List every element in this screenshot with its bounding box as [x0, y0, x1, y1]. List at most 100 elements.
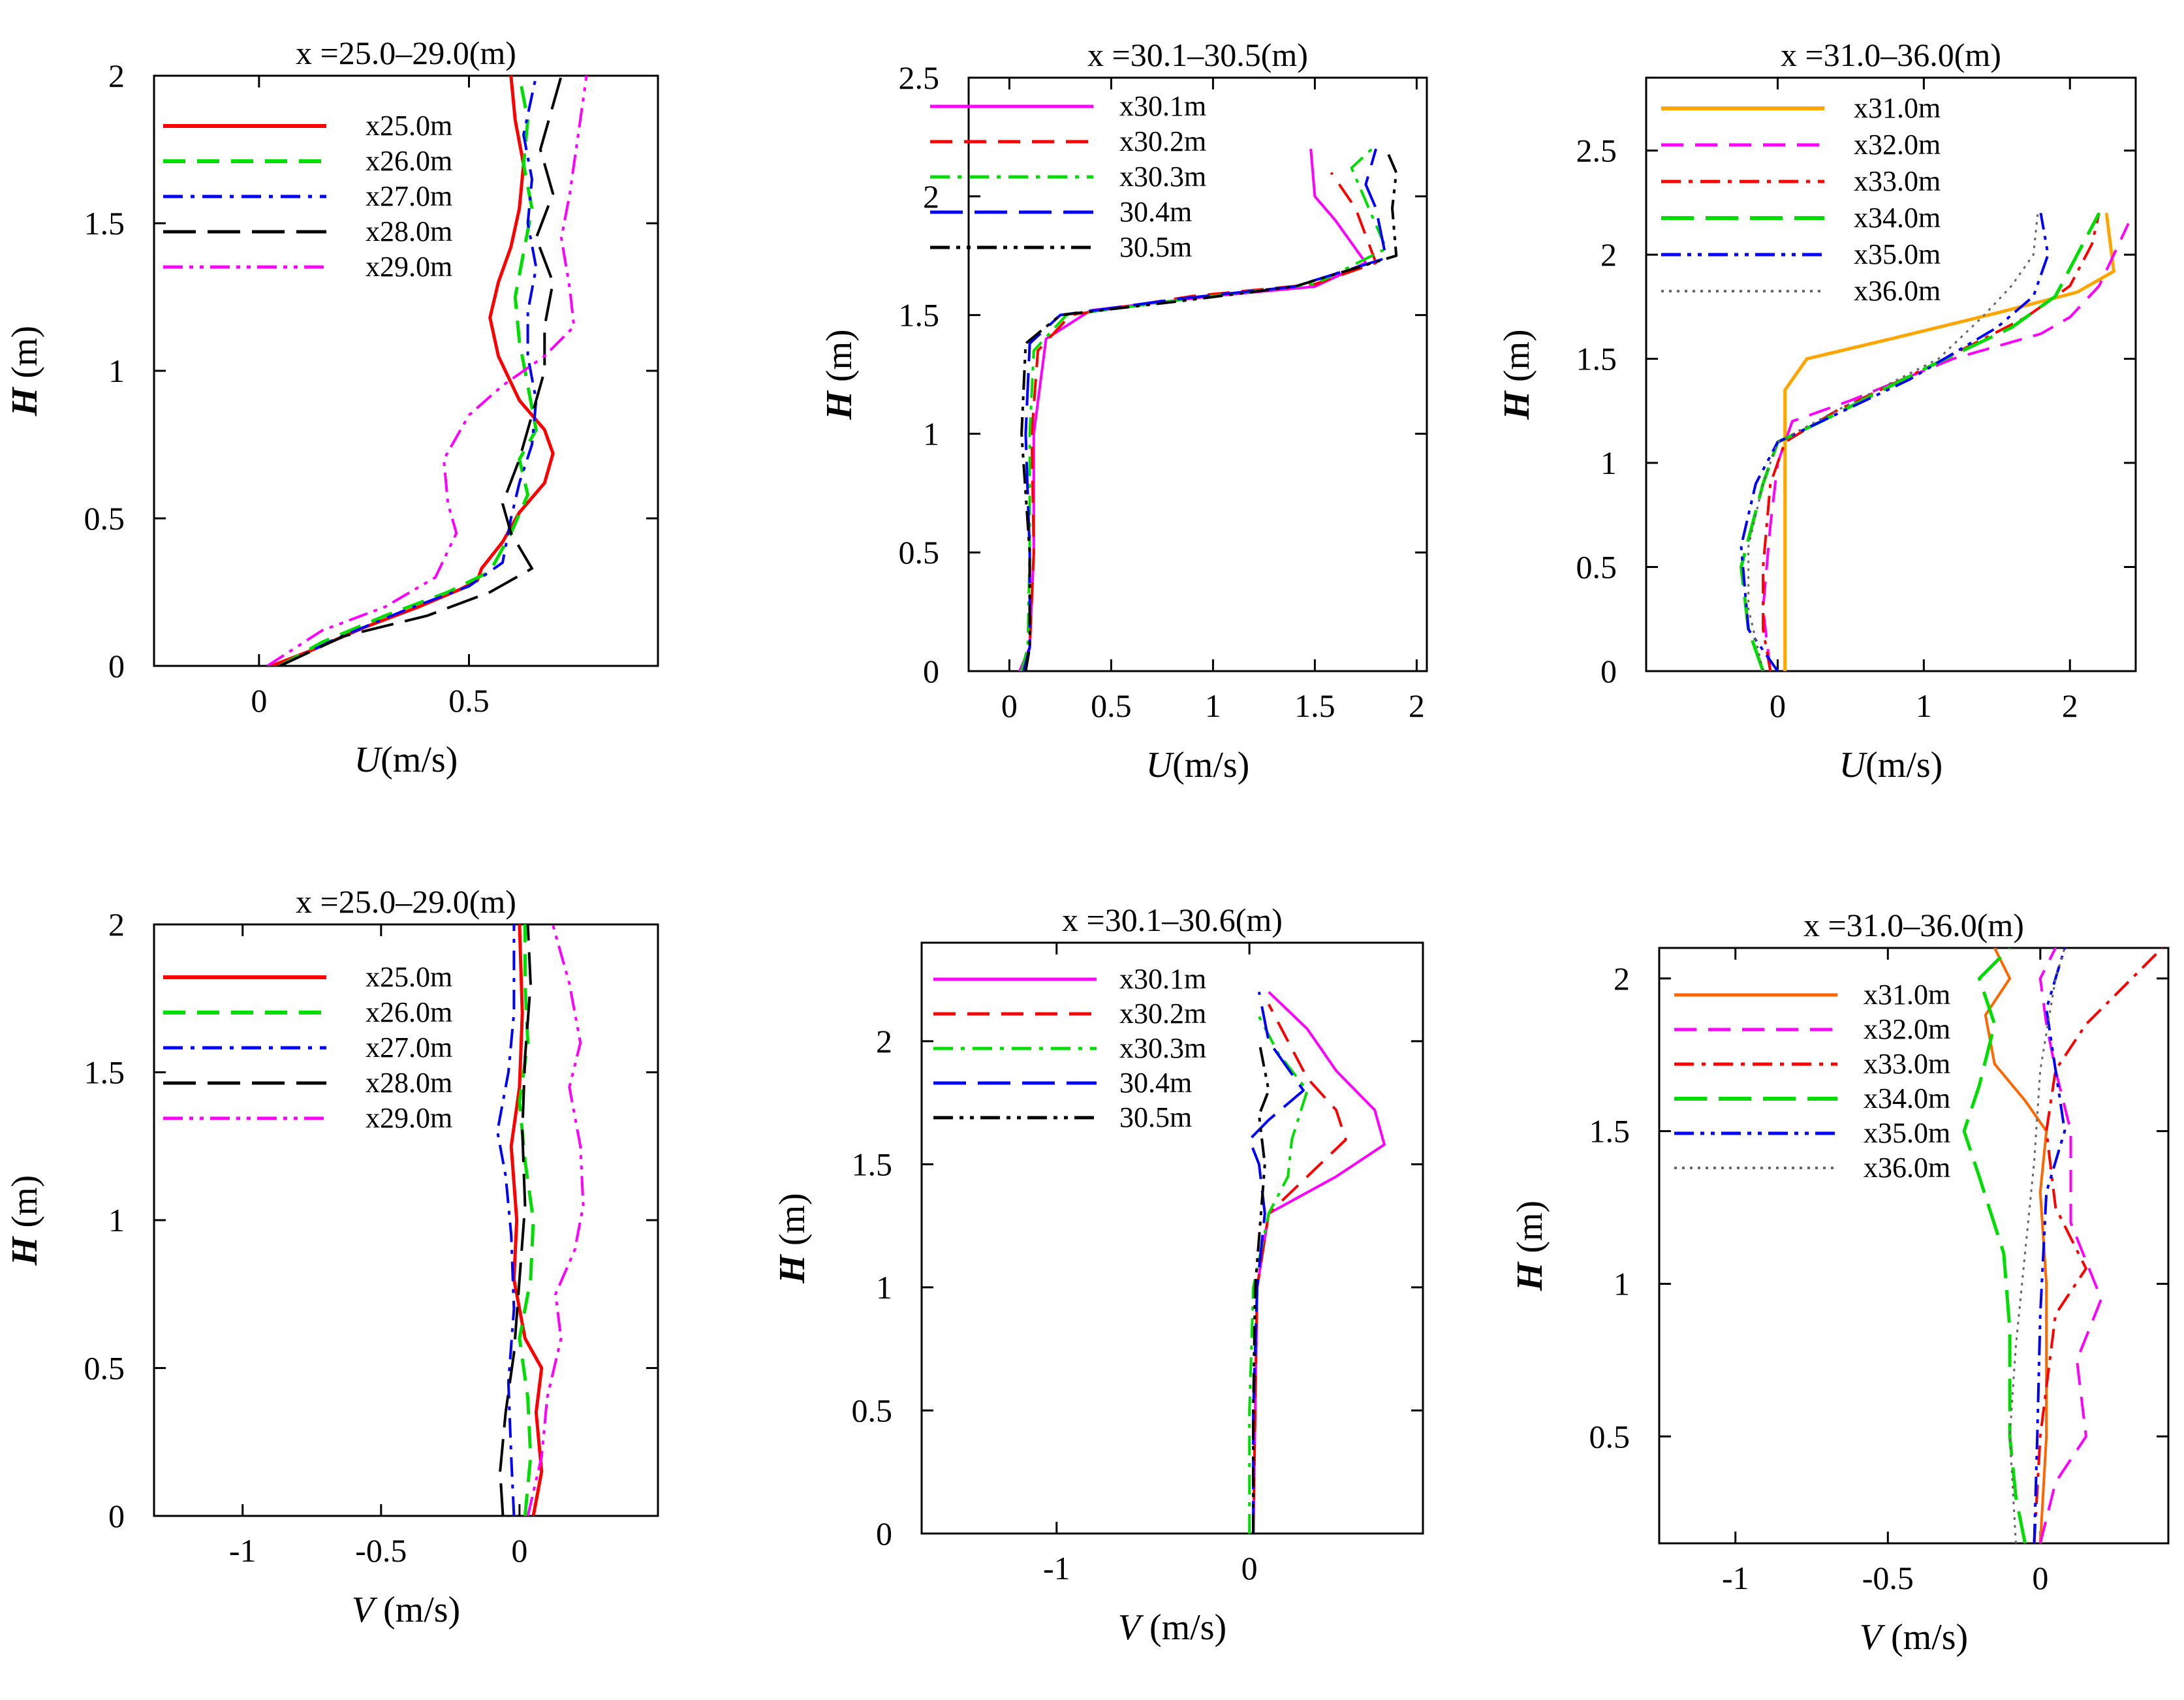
legend-label: x35.0m: [1854, 238, 1941, 270]
legend-label: x30.2m: [1119, 998, 1206, 1030]
y-tick-label: 1.5: [1576, 341, 1617, 377]
legend-label: 30.5m: [1119, 231, 1192, 263]
x-tick-label: -1: [1722, 1560, 1749, 1596]
x-axis-label: V (m/s): [1118, 1607, 1226, 1648]
plot-frame: [967, 76, 1428, 672]
x-tick-label: -0.5: [355, 1532, 407, 1569]
series-line-x31-0m: [1783, 212, 2115, 671]
legend-label: x35.0m: [1864, 1117, 1950, 1149]
chart-title: x =30.1–30.6(m): [1062, 902, 1283, 938]
x-tick-label: 0: [1241, 1550, 1258, 1586]
series-line-x30-1m: [1018, 148, 1367, 671]
legend-label: x27.0m: [366, 180, 452, 212]
y-tick-label: 1: [1600, 445, 1617, 481]
x-tick-label: 0: [2032, 1560, 2048, 1596]
legend-label: x36.0m: [1854, 275, 1941, 307]
y-tick-label: 0.5: [84, 1350, 125, 1387]
legend-label: x34.0m: [1864, 1082, 1950, 1114]
legend-label: x32.0m: [1854, 129, 1941, 161]
plot-frame: [1645, 76, 2137, 672]
legend-label: x31.0m: [1854, 92, 1941, 124]
y-tick-label: 0.5: [1576, 549, 1617, 586]
series-line-x26-0m: [279, 76, 538, 666]
y-tick-label: 0: [108, 648, 125, 684]
series-line-x35-0m: [1739, 212, 2050, 671]
legend-label: x28.0m: [366, 1067, 452, 1099]
legend-label: x28.0m: [366, 215, 452, 247]
x-axis-label: U(m/s): [354, 740, 458, 780]
legend-label: x34.0m: [1854, 202, 1941, 234]
chart-panel-4: x =25.0–29.0(m) -1 -0.5 0 0 0.5 1 1.5 2 V (m/s) H …: [5, 883, 659, 1630]
y-tick-label: 0: [923, 653, 939, 689]
legend-label: x25.0m: [366, 110, 452, 142]
y-tick-label: 1.5: [852, 1146, 893, 1182]
y-tick-label: 0.5: [852, 1392, 893, 1428]
legend-label: x29.0m: [366, 1102, 452, 1134]
y-tick-label: 1: [876, 1269, 892, 1306]
plot-frame: [1658, 947, 2170, 1545]
x-tick-label: 0.5: [448, 682, 490, 719]
series-line-x34-0m: [1962, 948, 2027, 1543]
legend-label: x26.0m: [366, 145, 452, 177]
y-tick-label: 0.5: [1589, 1418, 1630, 1455]
x-tick-label: 1.5: [1294, 687, 1335, 724]
series-line-x33-0m: [2033, 948, 2164, 1543]
y-axis-label: H (m): [5, 326, 45, 417]
chart-panel-1: x =25.0–29.0(m) 0 0.5 0 0.5 1 1.5 2 U(m/s) H (m) x…: [5, 35, 659, 780]
y-tick-label: 0: [108, 1498, 125, 1534]
series-line-30-5m: [1020, 148, 1398, 671]
legend-label: x33.0m: [1864, 1048, 1950, 1080]
y-tick-label: 0: [876, 1515, 892, 1552]
x-axis-label: V (m/s): [1860, 1617, 1968, 1658]
y-tick-label: 2: [108, 906, 125, 943]
legend-label: x27.0m: [366, 1031, 452, 1063]
x-tick-label: -1: [1043, 1550, 1070, 1586]
y-tick-label: 2: [108, 57, 125, 94]
series-line-x33-0m: [1762, 212, 2100, 671]
series-line-x32-0m: [2038, 948, 2103, 1543]
series-line-x25-0m: [509, 924, 544, 1516]
series-line-x28-0m: [499, 924, 532, 1516]
y-tick-label: 1: [108, 353, 125, 389]
x-tick-label: 1: [1916, 687, 1932, 724]
y-tick-label: 2: [1600, 236, 1617, 273]
series-line-x30-3m: [1248, 1016, 1309, 1534]
series-line-30-4m: [1022, 148, 1388, 671]
y-axis-label: H (m): [1497, 329, 1537, 420]
x-tick-label: 0: [1001, 687, 1018, 724]
series-line-x36-0m: [2008, 948, 2066, 1543]
series-line-x30-3m: [1020, 148, 1388, 671]
series-line-x27-0m: [496, 924, 516, 1516]
y-tick-label: 1: [108, 1202, 125, 1238]
series-line-x31-0m: [1984, 948, 2048, 1543]
x-axis-label: V (m/s): [352, 1590, 460, 1630]
series-line-x30-1m: [1252, 990, 1386, 1534]
series-line-x28-0m: [279, 76, 563, 666]
x-axis-label: U(m/s): [1839, 745, 1943, 785]
y-axis-label: H (m): [1510, 1201, 1550, 1291]
series-line-30-4m: [1248, 992, 1305, 1534]
y-tick-label: 0.5: [84, 500, 125, 537]
chart-panel-5: x =30.1–30.6(m) -1 0 0 0.5 1 1.5 2 V (m/s) H (m) x…: [772, 902, 1424, 1648]
series-line-x30-2m: [1020, 172, 1377, 671]
y-tick-label: 1.5: [1589, 1113, 1630, 1150]
legend-label: 30.4m: [1119, 196, 1192, 228]
legend-label: x33.0m: [1854, 165, 1941, 197]
x-tick-label: 2: [2062, 687, 2078, 724]
legend-label: x30.3m: [1119, 161, 1206, 193]
series-line-x27-0m: [279, 76, 538, 666]
y-tick-label: 1.5: [899, 297, 940, 334]
y-tick-label: 1.5: [84, 1054, 125, 1091]
series-line-30-5m: [1252, 1041, 1270, 1534]
y-tick-label: 2.5: [1576, 133, 1617, 169]
y-tick-label: 2: [923, 178, 939, 215]
x-tick-label: 0: [251, 682, 267, 719]
chart-title: x =31.0–36.0(m): [1781, 37, 2001, 73]
plot-frame: [920, 941, 1424, 1535]
